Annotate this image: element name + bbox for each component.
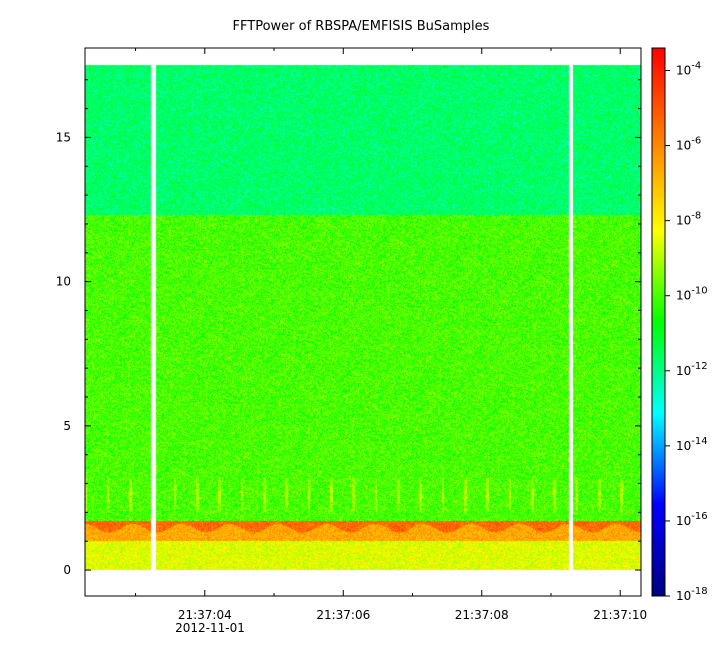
y-tick-label: 15 — [56, 130, 71, 144]
colorbar-tick-label: 10-8 — [676, 211, 701, 228]
spectrogram-image — [85, 48, 641, 596]
x-axis: 21:37:04 21:37:06 21:37:08 21:37:10 — [135, 48, 647, 622]
colorbar-tick-label: 10-12 — [676, 361, 708, 378]
colorbar-tick-label: 10-14 — [676, 436, 708, 453]
x-tick-label: 21:37:10 — [593, 608, 647, 622]
colorbar-tick-label: 10-4 — [676, 61, 701, 78]
plot-frame — [84, 47, 642, 597]
y-tick-label: 10 — [56, 275, 71, 289]
x-tick-label: 21:37:06 — [316, 608, 370, 622]
colorbar-tick-label: 10-18 — [676, 586, 708, 603]
colorbar-tick-label: 10-16 — [676, 511, 708, 528]
spectrogram-plot — [84, 47, 642, 597]
x-tick-label: 21:37:08 — [455, 608, 509, 622]
colorbar-frame — [651, 47, 666, 597]
y-axis: 0 5 10 15 — [56, 79, 641, 577]
colorbar-tick-label: 10-10 — [676, 286, 708, 303]
colorbar-axis: 10-4 10-6 10-8 10-10 10-12 10-14 10-16 10-18 — [665, 61, 708, 603]
y-tick-label: 0 — [63, 563, 71, 577]
colorbar-tick-label: 10-6 — [676, 136, 701, 153]
colorbar-gradient — [652, 48, 665, 596]
y-tick-label: 5 — [63, 419, 71, 433]
colorbar: 10-4 10-6 10-8 10-10 10-12 10-14 10-16 10-18 — [651, 47, 708, 603]
x-axis-date-label: 2012-11-01 — [175, 621, 245, 635]
x-tick-label: 21:37:04 — [178, 608, 232, 622]
chart-title: FFTPower of RBSPA/EMFISIS BuSamples — [233, 19, 490, 34]
